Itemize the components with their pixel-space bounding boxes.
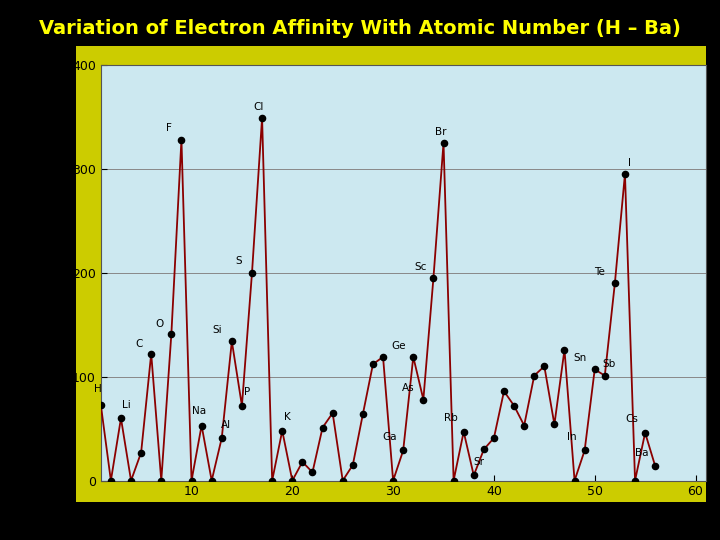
Text: Te: Te (594, 267, 606, 277)
Point (569, 476, 580, 485)
X-axis label: Atomic number (Z): Atomic number (Z) (344, 504, 462, 517)
Text: Li: Li (122, 400, 130, 410)
Point (266, 476, 278, 485)
Point (156, 476, 167, 485)
Point (377, 353, 389, 361)
Point (276, 427, 288, 435)
Point (458, 428, 469, 436)
Text: Al: Al (221, 420, 231, 430)
Text: I: I (629, 158, 631, 168)
Point (166, 330, 177, 339)
Y-axis label: Electron affinity (kJ/mol): Electron affinity (kJ/mol) (53, 201, 66, 344)
Point (639, 428, 651, 437)
Point (579, 446, 590, 455)
Point (387, 476, 399, 485)
Point (317, 423, 328, 432)
Point (307, 468, 318, 477)
Point (599, 372, 611, 380)
Text: Br: Br (435, 126, 446, 137)
Point (408, 353, 419, 361)
Point (448, 476, 459, 485)
Point (337, 476, 348, 485)
Point (226, 337, 238, 346)
Point (589, 365, 600, 374)
Point (176, 136, 187, 144)
Text: F: F (166, 124, 172, 133)
Text: As: As (402, 383, 415, 393)
Point (609, 279, 621, 287)
Point (115, 414, 127, 422)
Point (488, 434, 500, 442)
Point (95, 400, 107, 409)
Point (397, 446, 409, 455)
Point (468, 471, 480, 480)
Point (528, 372, 540, 380)
Point (287, 476, 298, 485)
Point (186, 476, 197, 485)
Text: P: P (244, 387, 250, 397)
Point (105, 476, 117, 485)
Text: O: O (155, 319, 163, 329)
Text: Rb: Rb (444, 414, 457, 423)
Text: Na: Na (192, 406, 206, 416)
Text: Cl: Cl (254, 102, 264, 112)
Point (559, 345, 570, 354)
Point (508, 401, 520, 410)
Point (518, 421, 530, 430)
Point (539, 362, 550, 370)
Point (347, 461, 359, 469)
Point (236, 401, 248, 410)
Text: Cs: Cs (626, 415, 639, 424)
Point (327, 409, 338, 417)
Text: C: C (135, 339, 143, 349)
Point (367, 360, 379, 368)
Text: Ga: Ga (383, 432, 397, 442)
Point (256, 113, 268, 122)
Point (246, 268, 258, 277)
Text: S: S (235, 256, 242, 266)
Point (196, 421, 207, 430)
Point (418, 395, 429, 404)
Text: H: H (94, 384, 102, 394)
Point (135, 448, 147, 457)
Point (428, 274, 439, 282)
Point (125, 476, 137, 485)
Point (216, 434, 228, 442)
Text: K: K (284, 413, 291, 422)
Point (629, 476, 641, 485)
Point (438, 138, 449, 147)
Text: Sb: Sb (602, 360, 616, 369)
Text: In: In (567, 432, 576, 442)
Point (649, 462, 661, 470)
Text: Ge: Ge (391, 341, 405, 350)
Point (357, 410, 369, 418)
Point (145, 349, 157, 358)
Point (549, 420, 560, 429)
Point (619, 170, 631, 178)
Text: Sn: Sn (573, 353, 586, 363)
Point (206, 476, 217, 485)
Text: Variation of Electron Affinity With Atomic Number (H – Ba): Variation of Electron Affinity With Atom… (39, 19, 681, 38)
Point (498, 387, 510, 395)
Text: Ba: Ba (635, 448, 649, 458)
Text: Sr: Sr (473, 457, 485, 467)
Point (478, 445, 490, 454)
Text: Sc: Sc (414, 262, 426, 272)
Point (297, 457, 308, 466)
Text: Si: Si (212, 325, 222, 335)
